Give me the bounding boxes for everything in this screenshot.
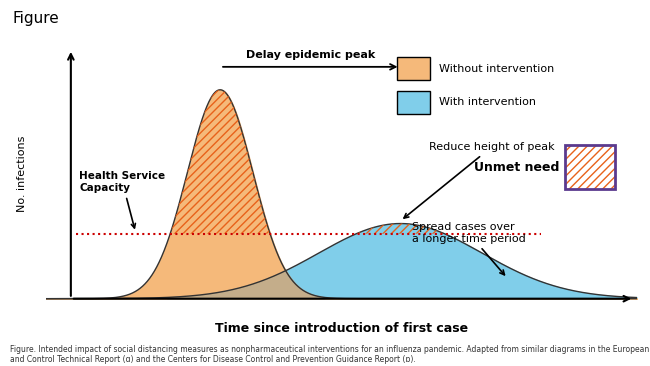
Text: Figure: Figure — [13, 11, 60, 26]
Bar — [565, 145, 615, 190]
Bar — [397, 91, 430, 114]
Text: Reduce height of peak: Reduce height of peak — [404, 142, 554, 218]
Bar — [565, 145, 615, 190]
Text: No. infections: No. infections — [17, 136, 27, 212]
Bar — [397, 57, 430, 80]
Text: Unmet need: Unmet need — [474, 161, 559, 174]
Text: Health Service
Capacity: Health Service Capacity — [79, 171, 165, 228]
Bar — [565, 145, 615, 190]
Text: Spread cases over
a longer time period: Spread cases over a longer time period — [411, 222, 525, 275]
Text: With intervention: With intervention — [439, 97, 536, 107]
Text: Time since introduction of first case: Time since introduction of first case — [214, 322, 468, 335]
Text: Without intervention: Without intervention — [439, 64, 554, 74]
Text: Delay epidemic peak: Delay epidemic peak — [246, 51, 375, 60]
Text: Figure. Intended impact of social distancing measures as nonpharmaceutical inter: Figure. Intended impact of social distan… — [10, 345, 650, 364]
